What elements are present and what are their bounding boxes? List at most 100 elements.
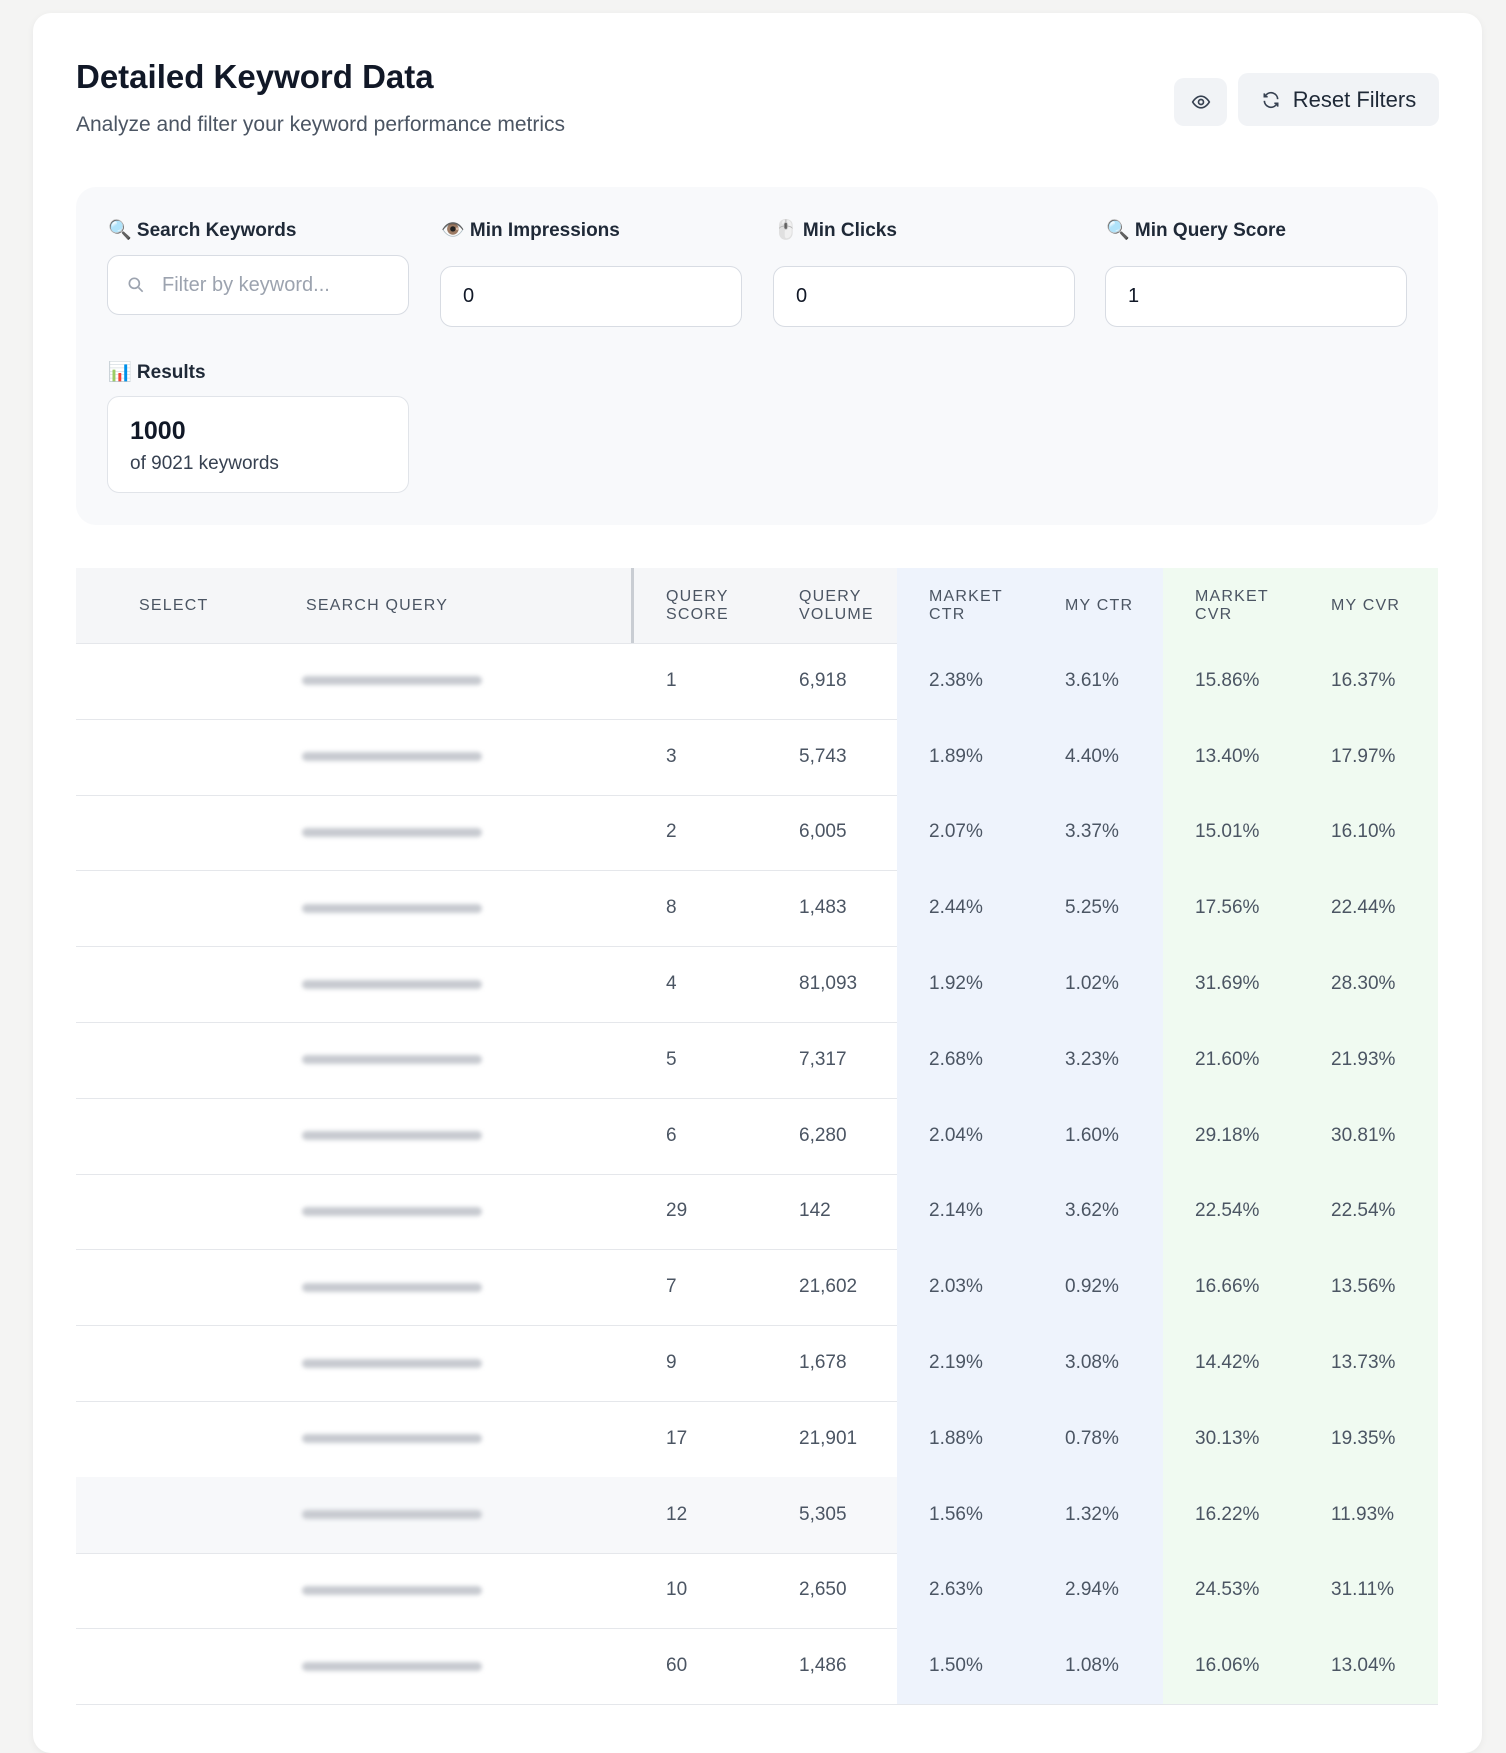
number-input[interactable]: 0 (440, 266, 742, 327)
data-cell: 5,305 (799, 1503, 847, 1525)
select-cell[interactable] (76, 870, 274, 946)
query-cell (274, 1325, 634, 1401)
select-cell[interactable] (76, 946, 274, 1022)
column-header: SEARCH QUERY (274, 568, 634, 643)
data-cell: 24.53% (1163, 1552, 1299, 1629)
data-cell: 21.93% (1299, 1022, 1438, 1098)
reset-button[interactable]: Reset Filters (1238, 73, 1439, 126)
table-row: 1 6,918 2.38% 3.61% 15.86% 16.37% (76, 643, 1438, 720)
data-cell: 13.73% (1299, 1325, 1438, 1401)
data-cell: 19.35% (1299, 1401, 1438, 1477)
data-cell: 12 (666, 1503, 688, 1525)
table-row: 7 21,602 2.03% 0.92% 16.66% 13.56% (76, 1249, 1438, 1327)
data-cell: 1.60% (1033, 1097, 1163, 1174)
select-cell[interactable] (76, 1098, 274, 1174)
data-cell: 13.40% (1163, 718, 1299, 795)
data-cell: 1.89% (897, 718, 1033, 795)
select-cell[interactable] (76, 1628, 274, 1704)
subtitle: Analyze and filter your keyword performa… (76, 113, 566, 136)
query-cell (274, 643, 634, 719)
reset-label: Reset Filters (1292, 86, 1417, 112)
data-cell: 6,280 (799, 1124, 847, 1146)
column-header: SELECT (139, 596, 209, 614)
select-cell[interactable] (76, 1325, 274, 1401)
data-cell: 1.56% (897, 1476, 1033, 1553)
blurred-query (302, 1206, 482, 1216)
query-cell (274, 946, 634, 1022)
data-cell: 16.06% (1163, 1628, 1299, 1705)
data-cell: 11.93% (1299, 1476, 1438, 1553)
blurred-query (302, 1358, 482, 1368)
blurred-query (302, 1055, 482, 1065)
data-cell: 1,486 (799, 1655, 847, 1677)
blurred-query (302, 827, 482, 837)
data-cell: 16.66% (1163, 1249, 1299, 1326)
query-cell (274, 1249, 634, 1325)
data-cell: 16.37% (1299, 643, 1438, 719)
data-cell: 6,918 (799, 669, 847, 691)
data-cell: 3.08% (1033, 1325, 1163, 1401)
table-row: 6 6,280 2.04% 1.60% 29.18% 30.81% (76, 1097, 1438, 1175)
column-header: QUERY SCORE (666, 587, 729, 623)
query-cell (274, 1628, 634, 1704)
search-input[interactable]: Filter by keyword... (107, 255, 409, 315)
data-cell: 2.14% (897, 1173, 1033, 1250)
results-count: 1000 (130, 417, 186, 445)
data-cell: 60 (666, 1655, 688, 1677)
blurred-query (302, 752, 482, 762)
data-cell: 1,483 (799, 897, 847, 919)
table-row: 4 81,093 1.92% 1.02% 31.69% 28.30% (76, 946, 1438, 1023)
blurred-query (302, 903, 482, 913)
data-cell: 1.02% (1033, 946, 1163, 1022)
data-cell: 5,743 (799, 745, 847, 767)
data-cell: 2.63% (897, 1552, 1033, 1629)
data-cell: 1.92% (897, 946, 1033, 1022)
select-cell[interactable] (76, 719, 274, 795)
data-cell: 3.23% (1033, 1022, 1163, 1098)
data-cell: 15.01% (1163, 794, 1299, 871)
data-cell: 1.50% (897, 1628, 1033, 1705)
table-row: 2 6,005 2.07% 3.37% 15.01% 16.10% (76, 794, 1438, 872)
data-cell: 5 (666, 1048, 677, 1070)
data-cell: 1.08% (1033, 1628, 1163, 1705)
select-cell[interactable] (76, 1174, 274, 1250)
select-cell[interactable] (76, 1249, 274, 1325)
data-cell: 22.54% (1163, 1173, 1299, 1250)
data-cell: 3 (666, 745, 677, 767)
blurred-query (302, 979, 482, 989)
number-input[interactable]: 1 (1105, 266, 1407, 327)
data-cell: 2.44% (897, 870, 1033, 947)
table-row: 9 1,678 2.19% 3.08% 14.42% 13.73% (76, 1325, 1438, 1402)
column-header: MARKET CVR (1163, 568, 1299, 643)
select-cell[interactable] (76, 1477, 274, 1553)
data-cell: 2,650 (799, 1579, 847, 1601)
data-cell: 2.19% (897, 1325, 1033, 1401)
blurred-query (302, 1585, 482, 1595)
visibility-button[interactable] (1174, 78, 1227, 126)
number-input[interactable]: 0 (773, 266, 1075, 327)
select-cell[interactable] (76, 1553, 274, 1629)
select-cell[interactable] (76, 795, 274, 871)
blurred-query (302, 1434, 482, 1444)
data-cell: 29 (666, 1200, 688, 1222)
data-cell: 21.60% (1163, 1022, 1299, 1098)
data-cell: 4.40% (1033, 718, 1163, 795)
title: Detailed Keyword Data (76, 58, 434, 95)
blurred-query (302, 1131, 482, 1141)
data-cell: 22.54% (1299, 1173, 1438, 1250)
data-cell: 2.94% (1033, 1552, 1163, 1629)
select-cell[interactable] (76, 1022, 274, 1098)
table-row: 60 1,486 1.50% 1.08% 16.06% 13.04% (76, 1628, 1438, 1706)
data-cell: 3.62% (1033, 1173, 1163, 1250)
query-cell (274, 1022, 634, 1098)
data-cell: 5.25% (1033, 870, 1163, 947)
data-cell: 1.88% (897, 1401, 1033, 1477)
select-cell[interactable] (76, 643, 274, 719)
column-header: MY CTR (1033, 568, 1163, 643)
data-cell: 4 (666, 973, 677, 995)
table-row: 10 2,650 2.63% 2.94% 24.53% 31.11% (76, 1552, 1438, 1630)
query-cell (274, 870, 634, 946)
select-cell[interactable] (76, 1401, 274, 1477)
table-header: SELECT SEARCH QUERY QUERY SCORE QUERY VOLUM… (76, 568, 1438, 644)
